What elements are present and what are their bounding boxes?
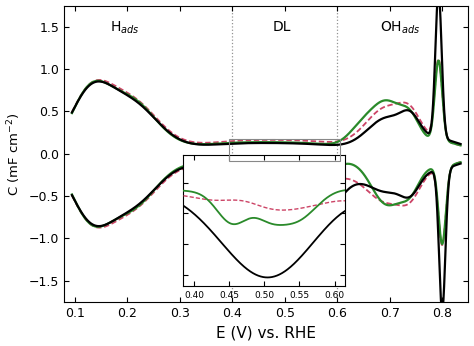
Text: OH$_{ads}$: OH$_{ads}$ [380, 20, 420, 36]
Text: H$_{ads}$: H$_{ads}$ [109, 20, 139, 36]
Text: DL: DL [273, 20, 291, 34]
X-axis label: E (V) vs. RHE: E (V) vs. RHE [216, 326, 316, 340]
Bar [229, 138, 340, 161]
Y-axis label: C (mF cm$^{-2}$): C (mF cm$^{-2}$) [6, 112, 23, 195]
